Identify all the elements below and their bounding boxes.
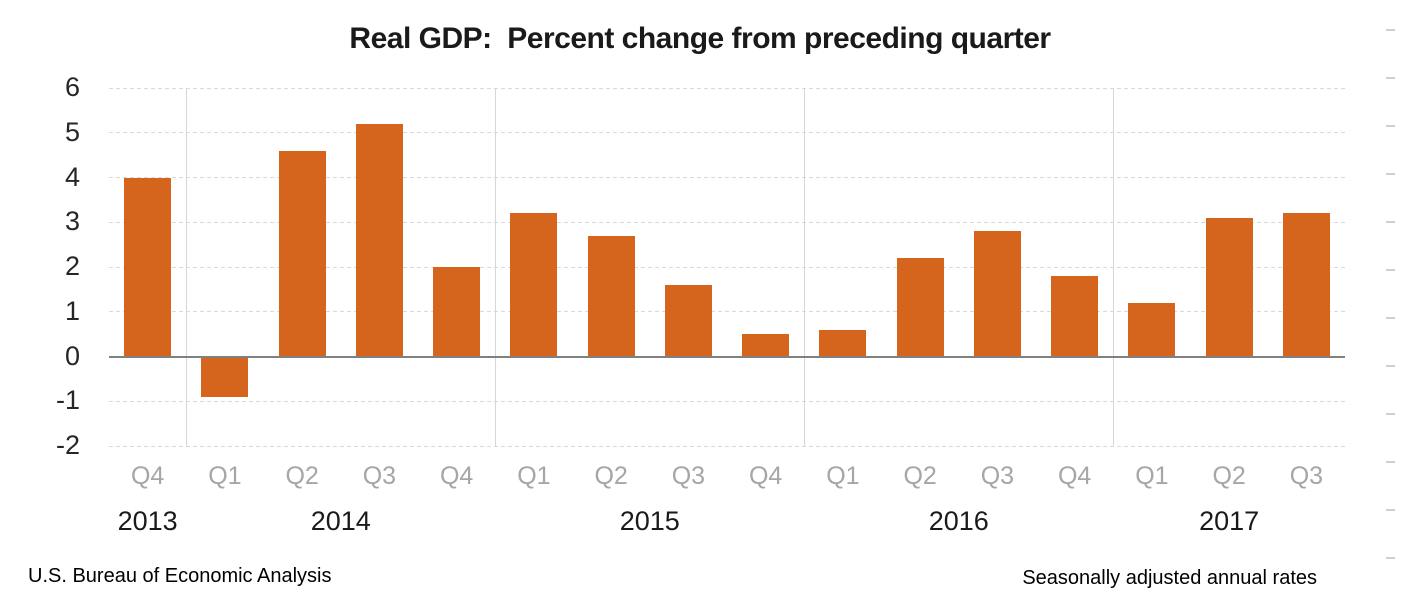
x-axis-quarter-label: Q2: [903, 462, 937, 490]
y-axis-tick-label: 1: [64, 295, 80, 326]
year-separator-line: [1113, 88, 1115, 446]
right-edge-tick: [1386, 29, 1395, 31]
gdp-bar: [742, 334, 790, 357]
y-axis-tick-label: 0: [64, 340, 80, 371]
right-edge-tick: [1386, 413, 1395, 415]
right-edge-tick: [1386, 557, 1395, 559]
y-gridline: [109, 177, 1345, 178]
x-axis-quarter-label: Q1: [1135, 462, 1169, 490]
year-separator-line: [186, 88, 188, 446]
y-axis-tick-label: 3: [64, 206, 80, 237]
x-axis-quarter-label: Q1: [208, 462, 242, 490]
x-axis-year-label: 2017: [1199, 506, 1260, 536]
x-axis-quarter-label: Q2: [594, 462, 628, 490]
gdp-bar: [1051, 275, 1099, 357]
y-gridline: [109, 266, 1345, 268]
x-axis-quarter-label: Q4: [439, 462, 474, 490]
y-gridline: [109, 311, 1345, 313]
y-axis-tick-label: -1: [55, 385, 80, 416]
x-axis-year-label: 2015: [619, 506, 680, 536]
right-edge-tick: [1386, 461, 1395, 463]
zero-axis-line: [109, 355, 1345, 358]
x-axis-quarter-label: Q3: [362, 462, 397, 490]
x-axis-quarter-label: Q1: [826, 462, 860, 490]
right-edge-tick: [1386, 221, 1395, 223]
gdp-bar: [1128, 302, 1176, 357]
x-axis-quarter-label: Q2: [285, 462, 319, 490]
year-separator-line: [495, 88, 497, 446]
x-axis-quarter-label: Q2: [1212, 462, 1246, 490]
right-edge-tick: [1386, 365, 1395, 367]
x-axis-year-label: 2013: [117, 506, 178, 536]
adjustment-note: Seasonally adjusted annual rates: [1022, 567, 1317, 589]
x-axis-quarter-label: Q3: [671, 462, 706, 490]
gdp-bar: [124, 177, 172, 357]
gdp-bar: [510, 213, 558, 357]
x-axis-quarter-label: Q3: [1289, 462, 1324, 490]
y-axis-tick-label: 4: [64, 161, 80, 192]
x-axis-quarter-label: Q4: [130, 462, 165, 490]
y-axis-tick-label: 5: [64, 116, 80, 147]
gdp-bar: [355, 123, 403, 357]
gdp-bar: [587, 235, 635, 357]
right-edge-tick: [1386, 125, 1395, 127]
right-edge-tick: [1386, 173, 1395, 175]
gdp-bar: [201, 356, 249, 397]
source-caption: U.S. Bureau of Economic Analysis: [28, 565, 332, 587]
gdp-bar: [896, 258, 944, 357]
y-axis-tick-label: 6: [64, 72, 80, 102]
y-axis-tick-label: 2: [64, 251, 80, 281]
x-axis-year-label: 2014: [310, 506, 371, 536]
right-edge-tick: [1386, 269, 1395, 271]
y-gridline: [109, 445, 1345, 447]
gdp-bar: [973, 231, 1021, 357]
right-edge-tick: [1386, 317, 1395, 319]
x-axis-year-label: 2016: [928, 506, 989, 536]
x-axis-quarter-label: Q4: [748, 462, 783, 490]
y-gridline: [109, 87, 1345, 89]
gdp-bar: [433, 267, 481, 357]
year-separator-line: [804, 88, 806, 446]
gdp-bar: [278, 150, 326, 357]
y-axis-tick-label: -2: [55, 430, 80, 460]
gdp-bar: [1282, 213, 1330, 357]
y-gridline: [109, 400, 1345, 402]
chart-title: Real GDP: Percent change from preceding …: [349, 22, 1051, 55]
y-gridline: [109, 132, 1345, 134]
right-edge-tick: [1386, 77, 1395, 79]
x-axis-quarter-label: Q4: [1057, 462, 1092, 490]
x-axis-quarter-label: Q3: [980, 462, 1015, 490]
right-edge-tick: [1386, 509, 1395, 511]
x-axis-quarter-label: Q1: [517, 462, 551, 490]
y-gridline: [109, 221, 1345, 223]
gdp-bar: [819, 329, 867, 357]
gdp-bar: [664, 284, 712, 357]
gdp-bar: [1205, 217, 1253, 357]
